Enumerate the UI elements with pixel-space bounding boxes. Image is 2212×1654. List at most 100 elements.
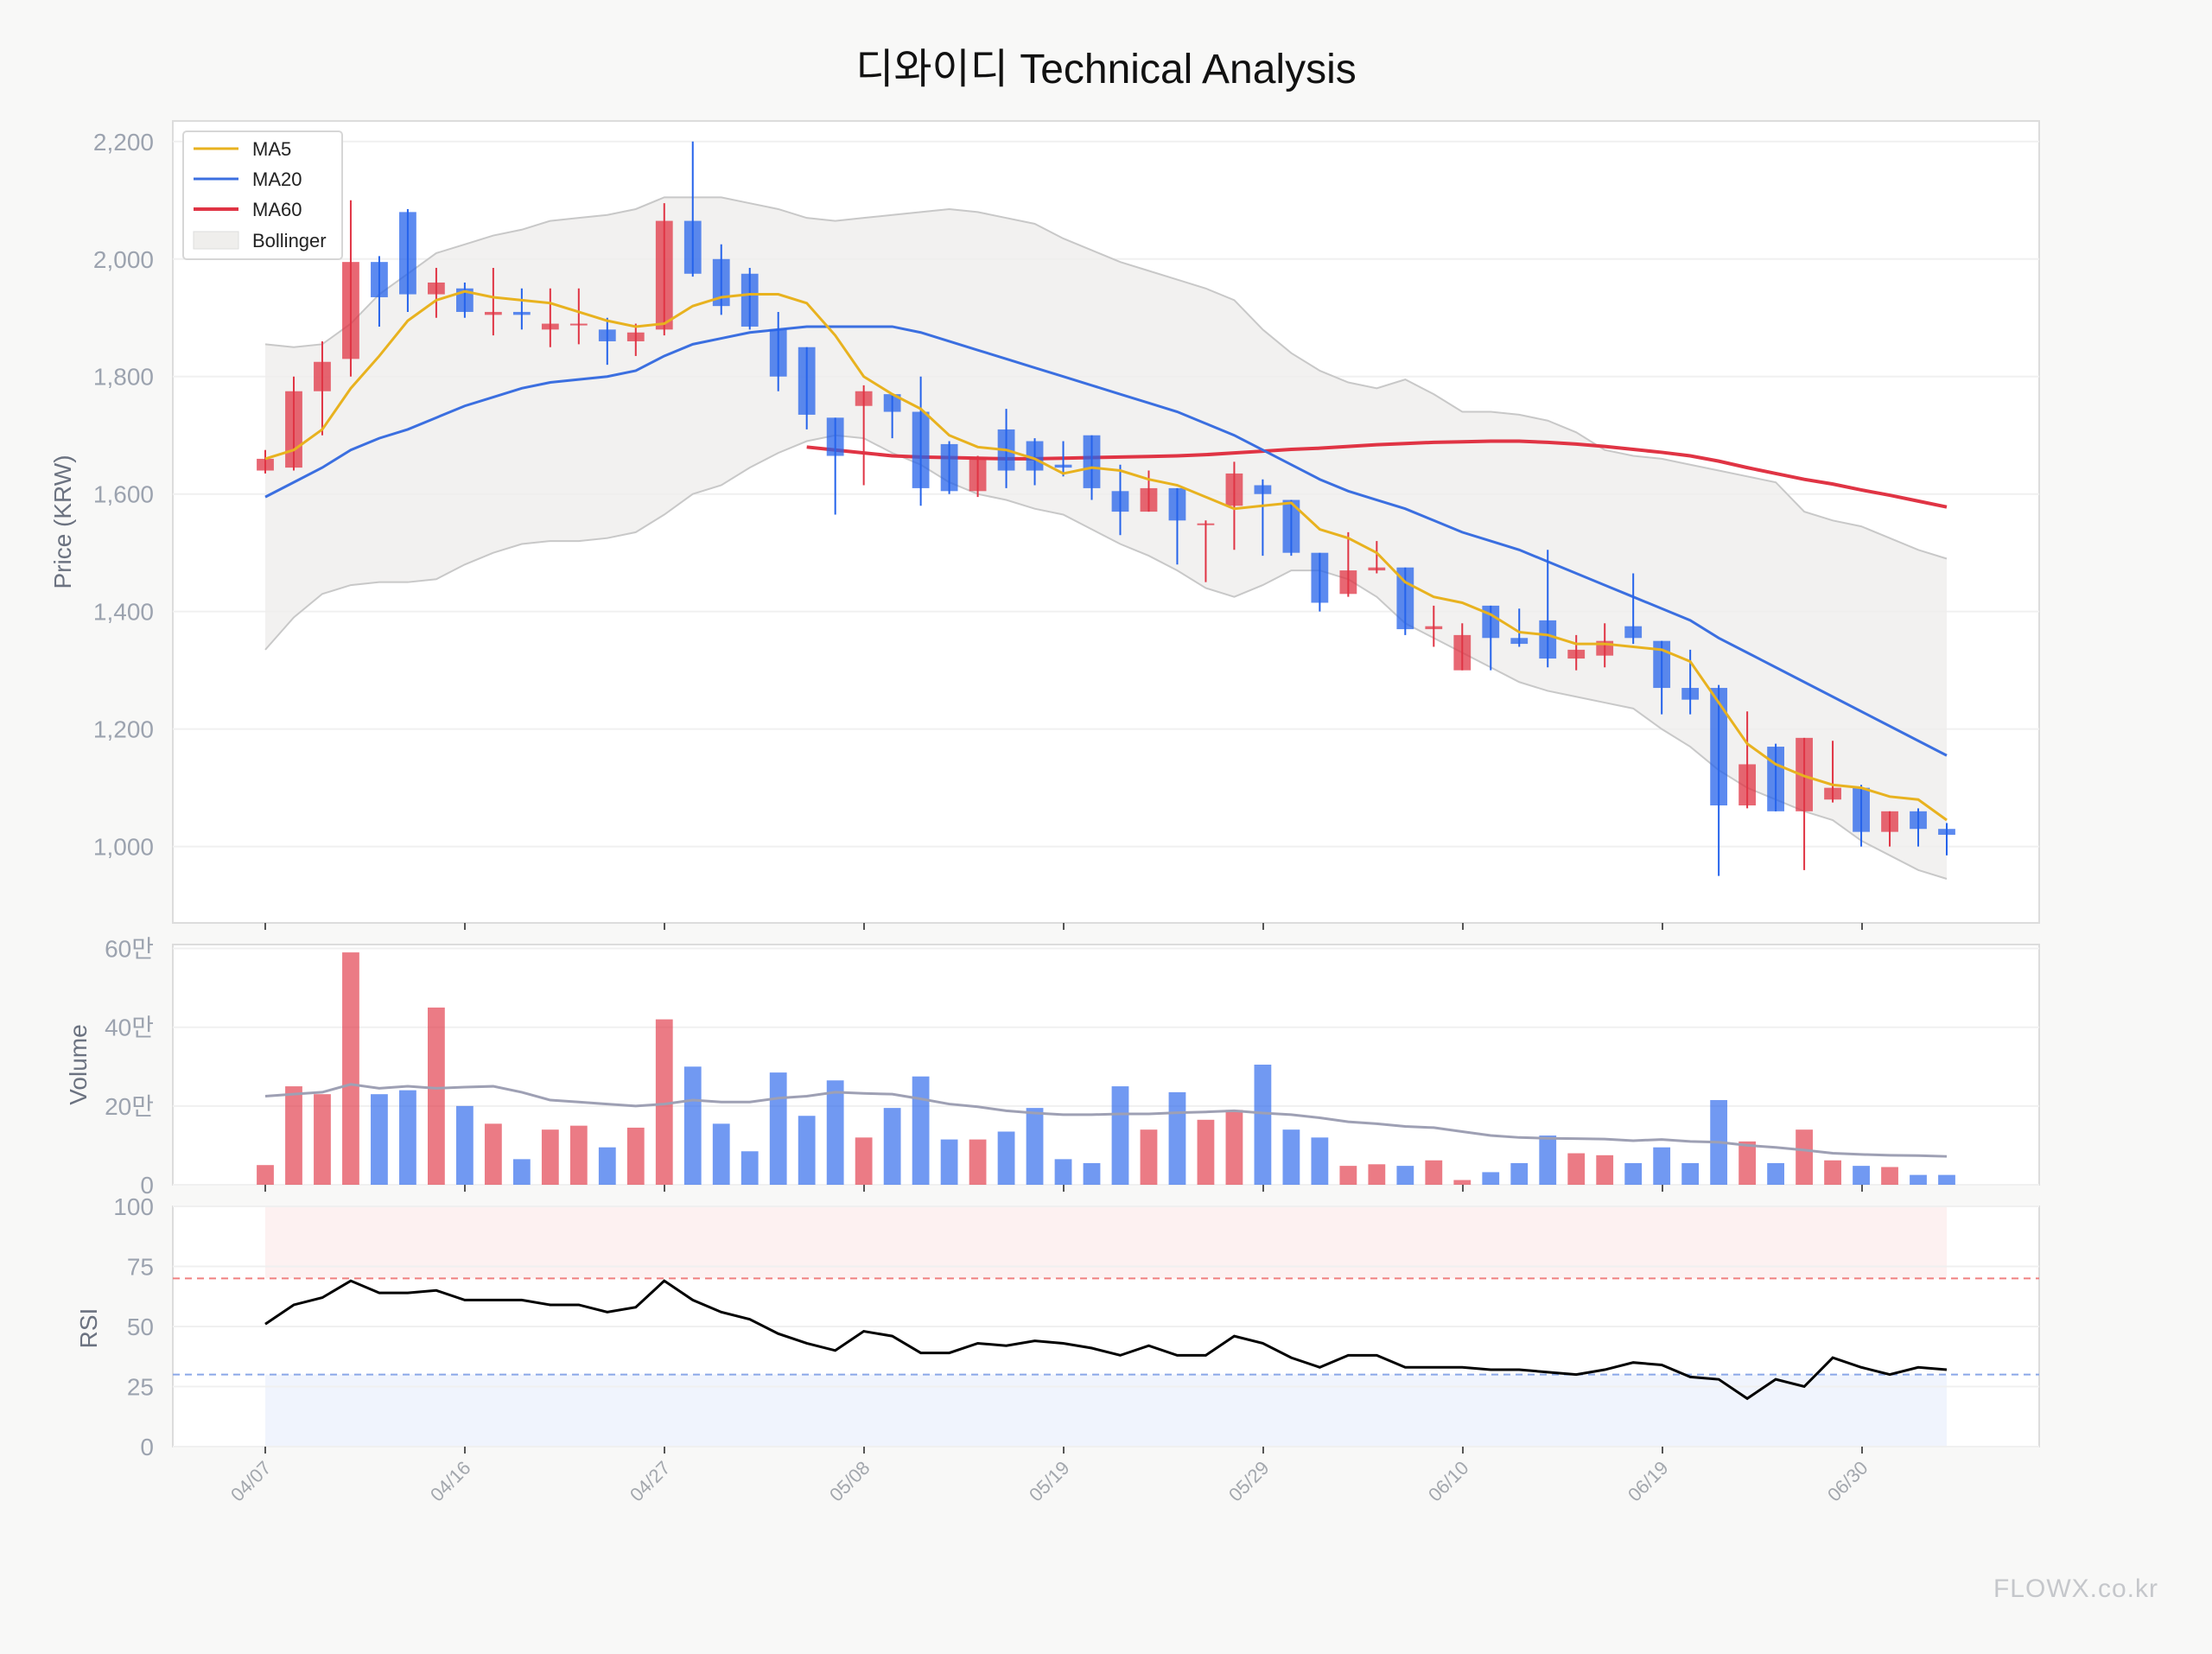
volume-bar bbox=[1738, 1141, 1757, 1185]
volume-bar bbox=[883, 1108, 901, 1185]
candle-body bbox=[1881, 811, 1898, 832]
volume-bar bbox=[655, 1019, 673, 1185]
ma60-path bbox=[806, 439, 1948, 509]
price-axis-label: Price (KRW) bbox=[49, 455, 76, 588]
candle-body bbox=[371, 262, 388, 297]
volume-ma-line bbox=[264, 1083, 1948, 1158]
candle-body bbox=[257, 458, 274, 471]
volume-bar bbox=[1396, 1166, 1414, 1185]
price-y-ticks: 1,000 1,200 1,400 1,600 1,800 2,000 2,200 bbox=[93, 129, 154, 861]
rsi-tick-label: 100 bbox=[113, 1193, 154, 1220]
candle-body bbox=[1824, 787, 1841, 800]
candle-body bbox=[655, 220, 673, 330]
candle-body bbox=[1054, 464, 1072, 468]
candle-body bbox=[1910, 811, 1927, 830]
candle-body bbox=[883, 394, 901, 412]
x-tick-label: 05/08 bbox=[825, 1457, 874, 1506]
volume-bar bbox=[1425, 1160, 1443, 1185]
volume-bar bbox=[855, 1137, 873, 1185]
volume-panel bbox=[172, 944, 2040, 1186]
volume-y-ticks: 0 20만 40만 60만 bbox=[105, 936, 154, 1199]
volume-bar bbox=[314, 1094, 331, 1185]
legend-ma20: MA20 bbox=[252, 169, 302, 190]
candle-body bbox=[1796, 737, 1813, 811]
candle-body bbox=[798, 347, 816, 415]
volume-bar bbox=[1311, 1137, 1329, 1185]
volume-bars bbox=[257, 952, 1955, 1185]
candle-body bbox=[855, 391, 873, 406]
bollinger-band bbox=[264, 196, 1948, 880]
x-tick-label: 06/19 bbox=[1624, 1457, 1673, 1506]
candle-body bbox=[1482, 605, 1500, 639]
volume-bar bbox=[1339, 1166, 1357, 1185]
volume-bar bbox=[569, 1125, 588, 1185]
candle-body bbox=[285, 391, 302, 468]
volume-bar bbox=[541, 1129, 559, 1185]
candle-body bbox=[484, 311, 502, 315]
candle-body bbox=[342, 262, 359, 359]
candlesticks bbox=[257, 141, 1955, 876]
ma5-path bbox=[264, 289, 1948, 822]
candle-body bbox=[912, 411, 930, 488]
ma60-line bbox=[806, 439, 1948, 509]
volume-bar bbox=[484, 1123, 502, 1185]
candle-body bbox=[1681, 688, 1700, 700]
watermark: FLOWX.co.kr bbox=[1993, 1574, 2158, 1603]
candle-body bbox=[1311, 552, 1329, 603]
rsi-tick-label: 50 bbox=[127, 1314, 154, 1340]
volume-bar bbox=[285, 1086, 302, 1185]
price-tick-label: 1,000 bbox=[93, 834, 154, 861]
volume-bar bbox=[1767, 1162, 1784, 1185]
volume-bar bbox=[1938, 1174, 1955, 1185]
rsi-line bbox=[264, 1279, 1948, 1401]
rsi-zones bbox=[173, 1206, 2039, 1447]
candle-body bbox=[826, 417, 844, 456]
ma5-line bbox=[264, 289, 1948, 822]
candle-body bbox=[512, 311, 531, 315]
candle-body bbox=[712, 258, 730, 307]
volume-bar bbox=[371, 1094, 388, 1185]
volume-bar bbox=[1453, 1180, 1471, 1185]
price-tick-label: 2,000 bbox=[93, 246, 154, 273]
volume-bar bbox=[1681, 1162, 1700, 1185]
candle-body bbox=[626, 332, 645, 341]
price-tick-label: 2,200 bbox=[93, 129, 154, 156]
rsi-path bbox=[264, 1279, 1948, 1401]
volume-bar bbox=[455, 1105, 474, 1185]
volume-bar bbox=[1624, 1162, 1643, 1185]
volume-bar bbox=[399, 1090, 416, 1185]
candle-body bbox=[1539, 620, 1557, 659]
volume-bar bbox=[1653, 1147, 1671, 1185]
oversold-zone bbox=[265, 1374, 1947, 1447]
volume-bar bbox=[997, 1131, 1015, 1185]
volume-ma-path bbox=[264, 1083, 1948, 1158]
bollinger-lower bbox=[264, 434, 1948, 880]
volume-bar bbox=[940, 1139, 958, 1185]
volume-bar bbox=[1197, 1119, 1215, 1185]
candle-body bbox=[455, 288, 474, 312]
x-tick-label: 04/07 bbox=[226, 1457, 276, 1506]
candle-body bbox=[969, 458, 987, 492]
price-tick-label: 1,400 bbox=[93, 599, 154, 626]
candle-body bbox=[1738, 764, 1757, 806]
volume-bar bbox=[1083, 1162, 1101, 1185]
volume-bar bbox=[1140, 1129, 1158, 1185]
volume-bar bbox=[1254, 1065, 1272, 1185]
candle-body bbox=[1368, 567, 1386, 571]
volume-bar bbox=[1853, 1166, 1870, 1185]
legend: MA5 MA20 MA60 Bollinger bbox=[182, 130, 343, 260]
x-tick-label: 04/16 bbox=[426, 1457, 475, 1506]
volume-bar bbox=[342, 952, 359, 1185]
volume-tick-label: 0 bbox=[140, 1172, 154, 1199]
volume-bar bbox=[912, 1076, 930, 1185]
rsi-axis-label: RSI bbox=[75, 1308, 102, 1349]
candle-body bbox=[1938, 829, 1955, 836]
volume-bar bbox=[257, 1165, 274, 1185]
legend-ma5: MA5 bbox=[252, 138, 291, 160]
candle-body bbox=[1339, 570, 1357, 595]
bollinger-upper bbox=[264, 196, 1948, 560]
candle-body bbox=[1425, 626, 1443, 630]
volume-bar bbox=[769, 1072, 787, 1185]
candle-body bbox=[1853, 787, 1870, 832]
